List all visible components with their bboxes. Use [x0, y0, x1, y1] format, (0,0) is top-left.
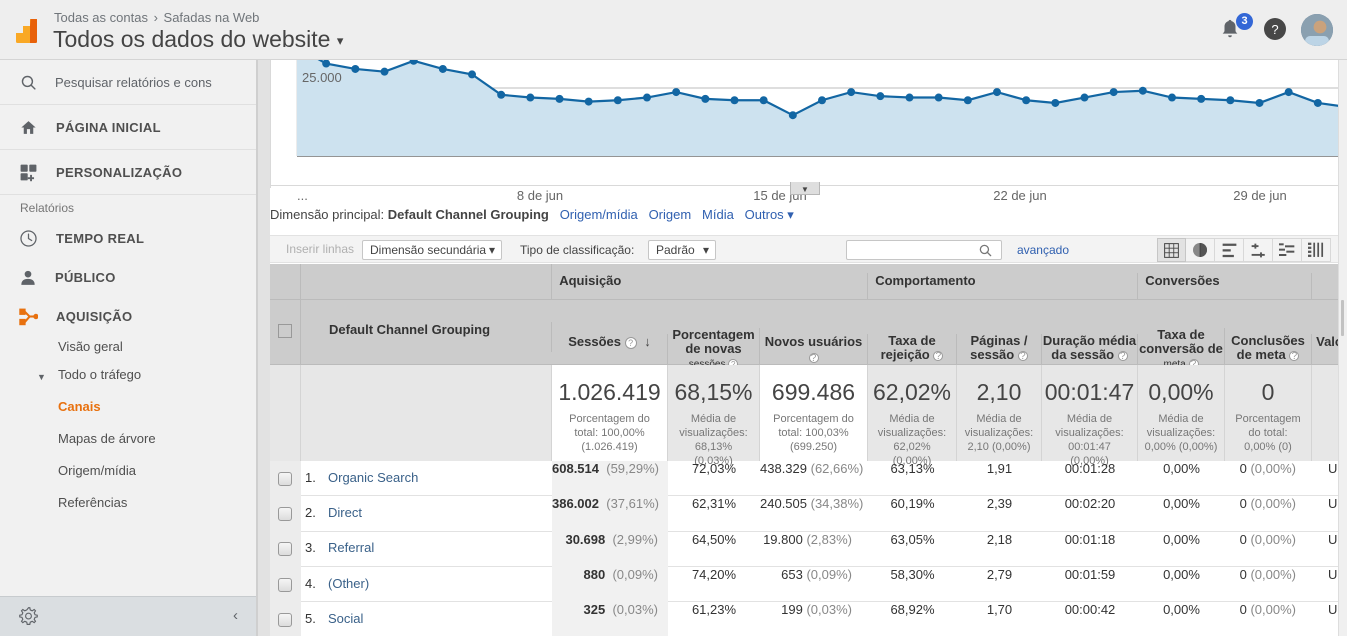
- svg-text:25.000: 25.000: [302, 70, 342, 85]
- svg-text:?: ?: [1271, 22, 1278, 37]
